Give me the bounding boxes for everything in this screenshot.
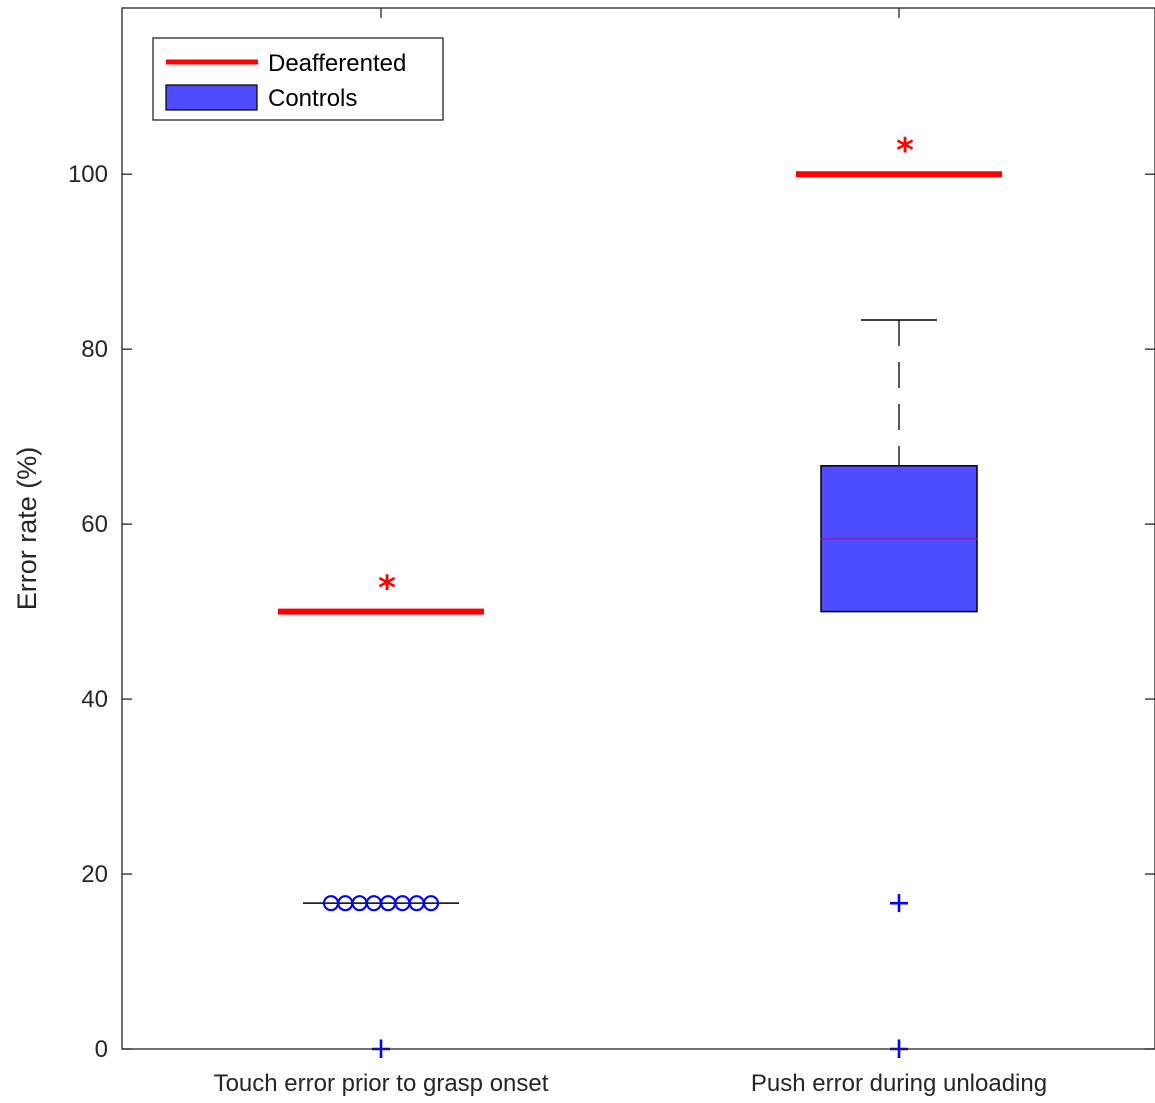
y-tick-label: 0	[95, 1036, 108, 1063]
plot-area: **	[278, 131, 1002, 1058]
y-tick-label: 40	[81, 686, 108, 713]
x-tick-label: Push error during unloading	[751, 1070, 1047, 1097]
axis-labels: Error rate (%)	[12, 447, 42, 611]
y-axis-label: Error rate (%)	[12, 447, 42, 611]
axes-frame	[121, 7, 1155, 1050]
y-tick-label: 80	[81, 336, 108, 363]
legend-swatch-controls	[165, 84, 258, 111]
y-tick-label: 20	[81, 861, 108, 888]
significance-star: *	[896, 131, 914, 171]
control-point-circle	[422, 895, 440, 912]
legend-label-deafferented: Deafferented	[268, 50, 406, 77]
y-tick-label: 100	[68, 161, 108, 188]
significance-star: *	[378, 569, 396, 609]
axes	[121, 7, 1155, 1050]
legend-label-controls: Controls	[268, 85, 357, 112]
outlier-plus	[890, 894, 908, 913]
axis-ticks: 0 20 40 60 80 100 Touch error prior to grasp o…	[68, 8, 1155, 1097]
y-tick-label: 60	[81, 511, 108, 538]
legend: Deafferented Controls	[152, 37, 444, 121]
x-tick-label: Touch error prior to grasp onset	[214, 1070, 549, 1097]
